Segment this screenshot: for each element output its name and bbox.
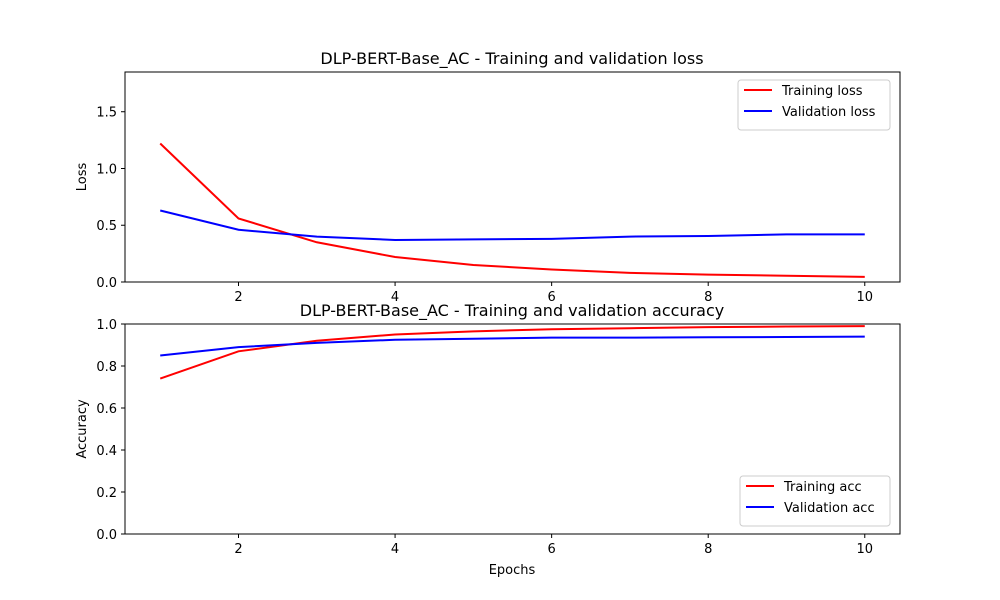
loss-legend-label: Training loss <box>781 84 863 99</box>
loss-y-tick-label: 0.0 <box>96 276 117 291</box>
loss-y-tick-label: 1.0 <box>96 162 117 177</box>
accuracy-legend-label: Validation acc <box>784 501 875 516</box>
loss-y-tick-label: 0.5 <box>96 219 117 234</box>
loss-y-axis-label: Loss <box>75 163 90 192</box>
loss-axes-frame <box>124 71 901 283</box>
loss-series-line-validation-loss <box>159 209 865 242</box>
accuracy-x-axis-label: Epochs <box>489 563 536 578</box>
loss-chart-title: DLP-BERT-Base_AC - Training and validati… <box>320 49 703 69</box>
accuracy-series-line-training-acc <box>159 325 865 380</box>
loss-subplot: DLP-BERT-Base_AC - Training and validati… <box>75 49 901 305</box>
accuracy-series-line-validation-acc <box>160 335 865 357</box>
accuracy-x-tick-label: 6 <box>548 542 556 557</box>
accuracy-x-tick-label: 10 <box>856 542 873 557</box>
loss-legend-label: Validation loss <box>782 105 876 120</box>
loss-y-tick-label: 1.5 <box>96 106 117 121</box>
accuracy-chart-title: DLP-BERT-Base_AC - Training and validati… <box>300 301 724 321</box>
loss-x-tick-label: 10 <box>856 290 873 305</box>
accuracy-legend-label: Training acc <box>783 480 862 495</box>
loss-x-tick-label: 2 <box>234 290 242 305</box>
loss-x-tick-label: 4 <box>391 290 399 305</box>
accuracy-y-axis-label: Accuracy <box>75 399 90 459</box>
accuracy-axes-frame <box>124 323 901 535</box>
accuracy-x-tick-label: 2 <box>234 542 242 557</box>
accuracy-y-tick-label: 0.8 <box>96 360 117 375</box>
loss-x-tick-label: 8 <box>704 290 712 305</box>
accuracy-subplot: DLP-BERT-Base_AC - Training and validati… <box>75 301 901 578</box>
accuracy-y-tick-label: 0.4 <box>96 444 117 459</box>
accuracy-x-tick-label: 8 <box>704 542 712 557</box>
accuracy-y-tick-label: 0.6 <box>96 402 117 417</box>
loss-legend: Training loss Validation loss <box>737 79 891 131</box>
accuracy-y-tick-label: 0.2 <box>96 486 117 501</box>
loss-x-tick-label: 6 <box>548 290 556 305</box>
accuracy-y-tick-label: 0.0 <box>96 528 117 543</box>
loss-series-line-training-loss <box>159 142 865 278</box>
accuracy-y-tick-label: 1.0 <box>96 318 117 333</box>
accuracy-x-tick-label: 4 <box>391 542 399 557</box>
accuracy-legend: Training acc Validation acc <box>739 475 891 527</box>
